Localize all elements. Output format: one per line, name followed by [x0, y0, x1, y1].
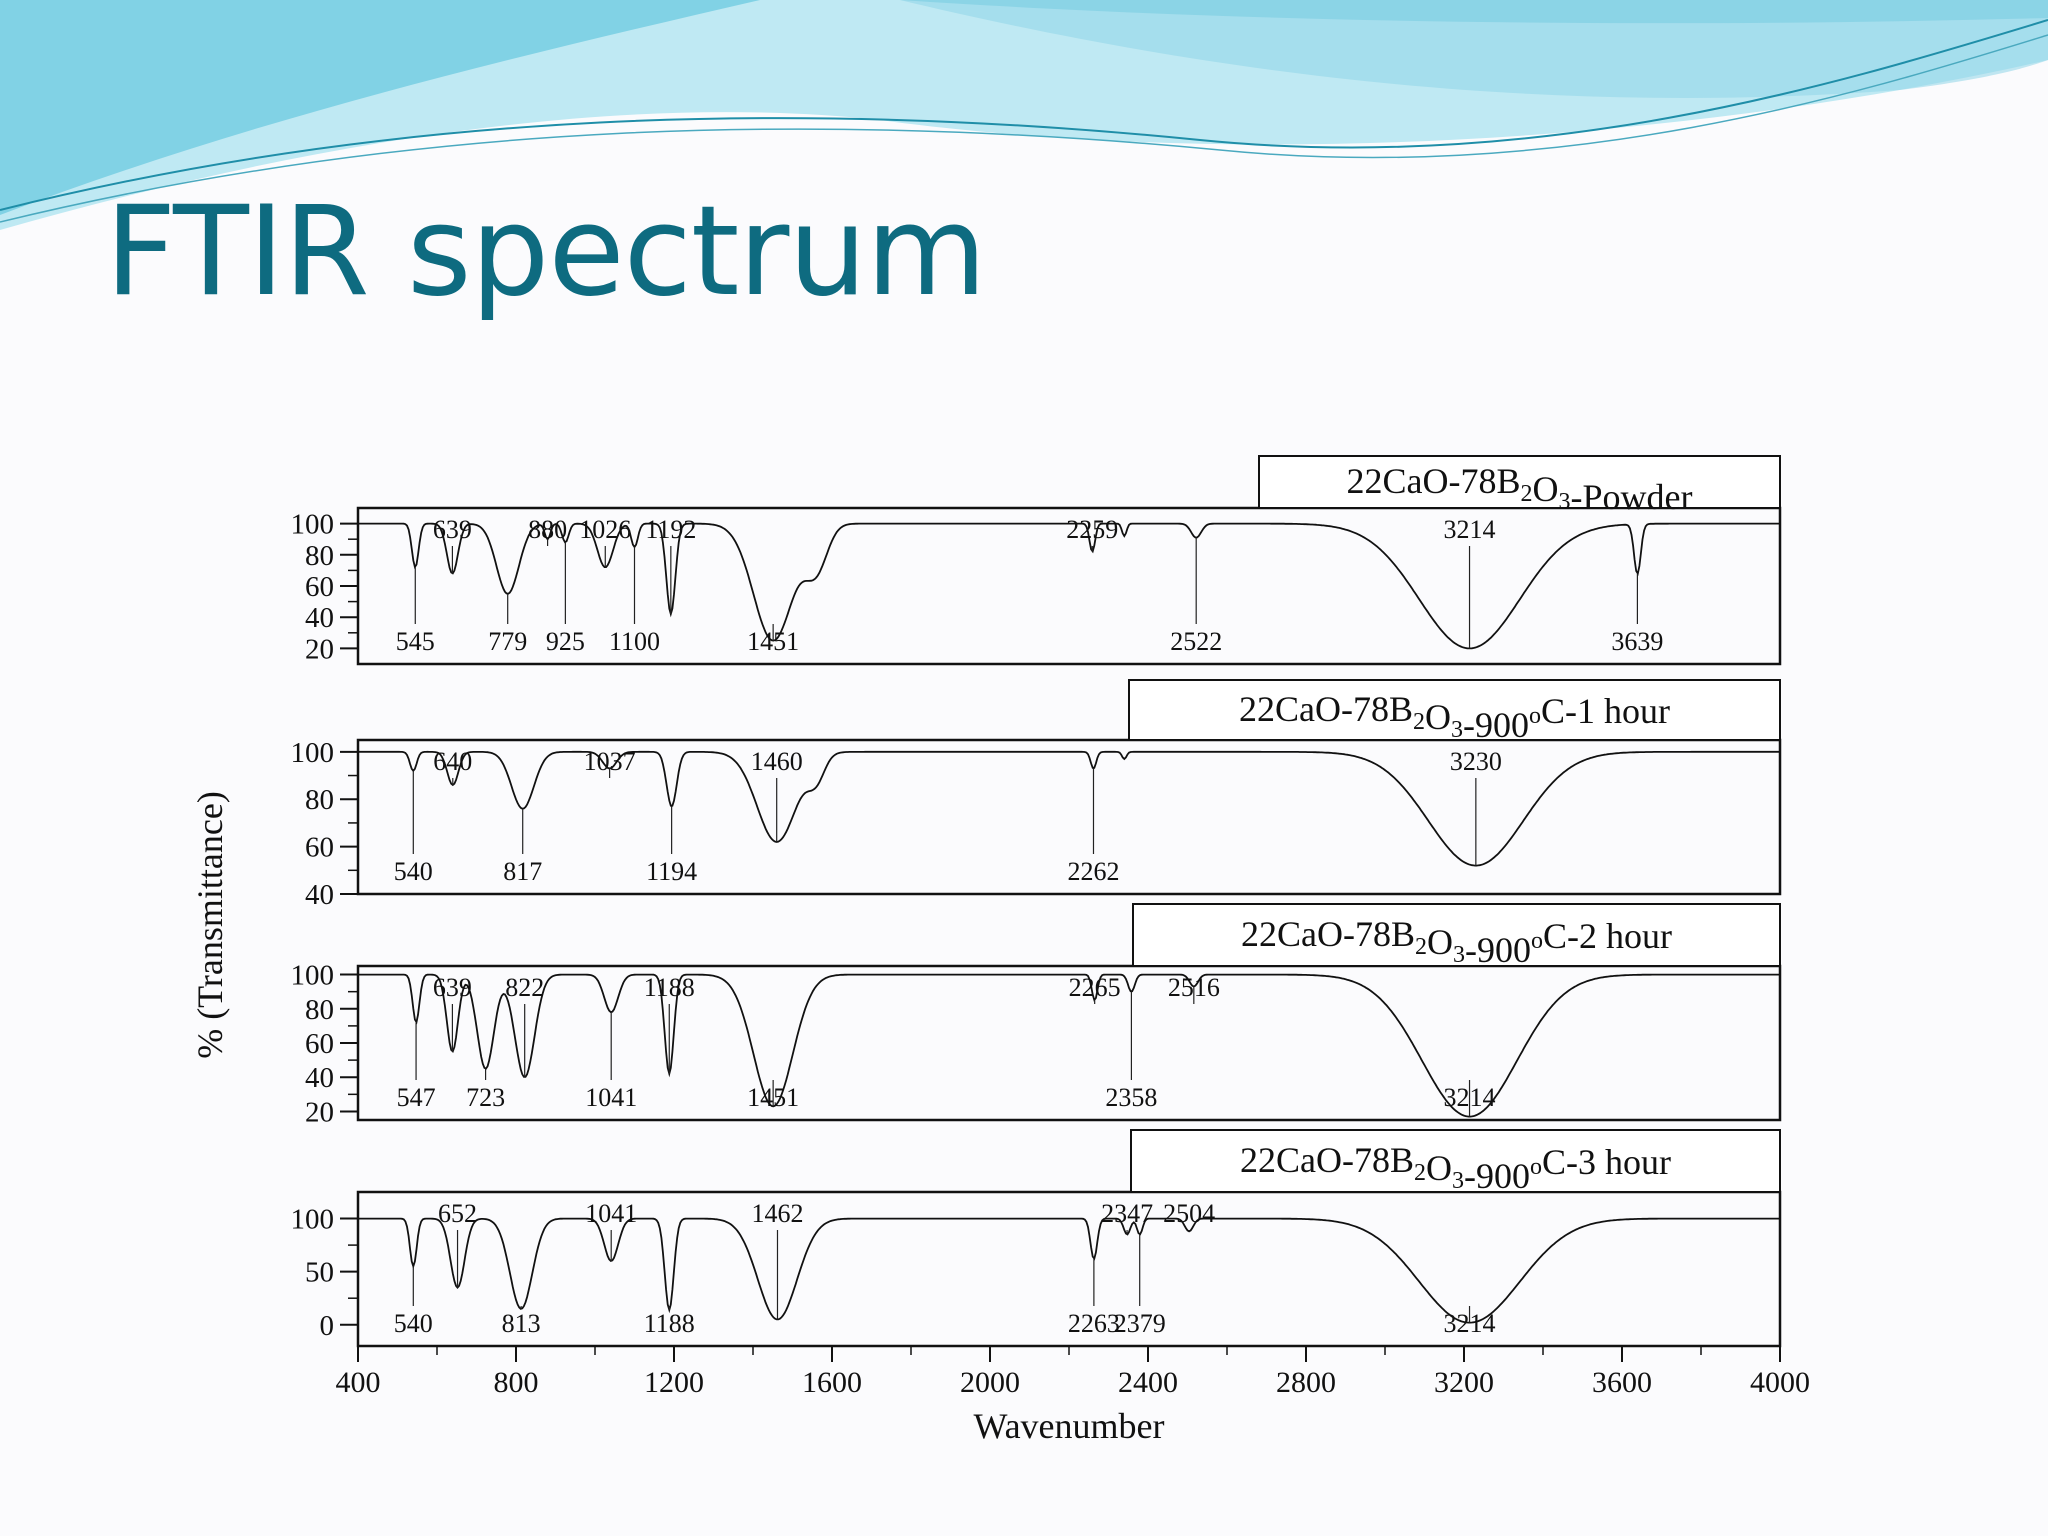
- y-tick-label: 40: [305, 602, 334, 634]
- header-wave-line-2: [0, 34, 2048, 223]
- x-tick-label: 3600: [1592, 1366, 1652, 1399]
- y-tick-label: 100: [291, 737, 335, 769]
- peak-label: 2347: [1101, 1199, 1153, 1228]
- peak-label: 1451: [747, 627, 799, 656]
- peak-label: 540: [394, 1309, 433, 1338]
- peak-label: 880: [528, 515, 567, 544]
- peak-label: 723: [466, 1083, 505, 1112]
- peak-label: 2265: [1069, 973, 1121, 1002]
- x-tick-label: 1600: [802, 1366, 862, 1399]
- peak-label: 1026: [579, 515, 631, 544]
- y-tick-label: 100: [291, 509, 335, 541]
- peak-label: 3214: [1444, 1309, 1496, 1338]
- peak-label: 547: [397, 1083, 436, 1112]
- header-wave-dark: [0, 0, 760, 215]
- peak-label: 925: [546, 627, 585, 656]
- y-tick-label: 100: [291, 960, 335, 992]
- slide-header-waves: [0, 0, 2048, 230]
- peak-label: 1192: [645, 515, 696, 544]
- panel-legend-label: 22CaO-78B2O3-900oC-2 hour: [1241, 914, 1672, 970]
- y-tick-label: 60: [305, 832, 334, 864]
- peak-label: 652: [438, 1199, 477, 1228]
- x-tick-label: 1200: [644, 1366, 704, 1399]
- series-line-1: [358, 522, 1780, 650]
- header-wave-line-1: [0, 19, 2048, 211]
- series-line-2: [358, 750, 1780, 867]
- peak-label: 2263: [1068, 1309, 1120, 1338]
- peak-label: 1460: [751, 747, 803, 776]
- peak-label: 1451: [747, 1083, 799, 1112]
- peak-label: 639: [433, 515, 472, 544]
- panel-legend-box: [1258, 455, 1781, 509]
- panel-legend-box: [1128, 679, 1781, 741]
- peak-label: 2379: [1114, 1309, 1166, 1338]
- peak-label: 813: [502, 1309, 541, 1338]
- x-tick-label: 2400: [1118, 1366, 1178, 1399]
- panel-legend-box: [1130, 1129, 1781, 1193]
- x-axis-title: Wavenumber: [973, 1406, 1164, 1446]
- y-tick-label: 50: [305, 1257, 334, 1289]
- peak-label: 2259: [1066, 515, 1118, 544]
- peak-label: 639: [433, 973, 472, 1002]
- y-tick-label: 80: [305, 540, 334, 572]
- x-tick-label: 2800: [1276, 1366, 1336, 1399]
- x-tick-label: 2000: [960, 1366, 1020, 1399]
- peak-label: 3214: [1444, 515, 1496, 544]
- y-axis-title: % (Transmittance): [190, 791, 230, 1059]
- x-tick-label: 3200: [1434, 1366, 1494, 1399]
- peak-label: 545: [396, 627, 435, 656]
- panel-legend-label: 22CaO-78B2O3-Powder: [1347, 461, 1693, 517]
- peak-label: 779: [488, 627, 527, 656]
- peak-label: 1041: [585, 1083, 637, 1112]
- peak-label: 1037: [584, 747, 636, 776]
- x-tick-label: 400: [336, 1366, 381, 1399]
- peak-label: 540: [394, 857, 433, 886]
- y-tick-label: 20: [305, 1096, 334, 1128]
- x-tick-label: 800: [494, 1366, 539, 1399]
- peak-label: 822: [505, 973, 544, 1002]
- peak-label: 2504: [1163, 1199, 1215, 1228]
- panel-legend-label: 22CaO-78B2O3-900oC-1 hour: [1239, 689, 1670, 745]
- y-tick-label: 60: [305, 1028, 334, 1060]
- peak-label: 1100: [609, 627, 660, 656]
- series-line-4: [358, 1217, 1780, 1324]
- peak-label: 640: [433, 747, 472, 776]
- peak-label: 1188: [644, 973, 695, 1002]
- peak-label: 2522: [1170, 627, 1222, 656]
- y-tick-label: 40: [305, 1062, 334, 1094]
- peak-label: 1188: [644, 1309, 695, 1338]
- y-tick-label: 20: [305, 633, 334, 665]
- panel-legend-label: 22CaO-78B2O3-900oC-3 hour: [1240, 1140, 1671, 1196]
- peak-label: 1462: [751, 1199, 803, 1228]
- peak-label: 817: [503, 857, 542, 886]
- peak-label: 2516: [1168, 973, 1220, 1002]
- peak-label: 1194: [646, 857, 697, 886]
- panel-frame-2: [356, 738, 1782, 896]
- x-tick-label: 4000: [1750, 1366, 1810, 1399]
- y-tick-label: 100: [291, 1204, 335, 1236]
- peak-label: 1041: [585, 1199, 637, 1228]
- panel-legend-box: [1132, 903, 1781, 967]
- slide-title: FTIR spectrum: [105, 180, 987, 324]
- peak-label: 2358: [1105, 1083, 1157, 1112]
- y-tick-label: 60: [305, 571, 334, 603]
- y-tick-label: 80: [305, 994, 334, 1026]
- peak-label: 3230: [1450, 747, 1502, 776]
- peak-label: 3214: [1444, 1083, 1496, 1112]
- header-wave-mid: [0, 0, 2048, 98]
- header-wave-top: [0, 0, 2048, 24]
- y-tick-label: 80: [305, 784, 334, 816]
- peak-label: 2262: [1067, 857, 1119, 886]
- peak-label: 3639: [1611, 627, 1663, 656]
- y-tick-label: 0: [320, 1310, 335, 1342]
- series-line-3: [358, 973, 1780, 1118]
- y-tick-label: 40: [305, 879, 334, 911]
